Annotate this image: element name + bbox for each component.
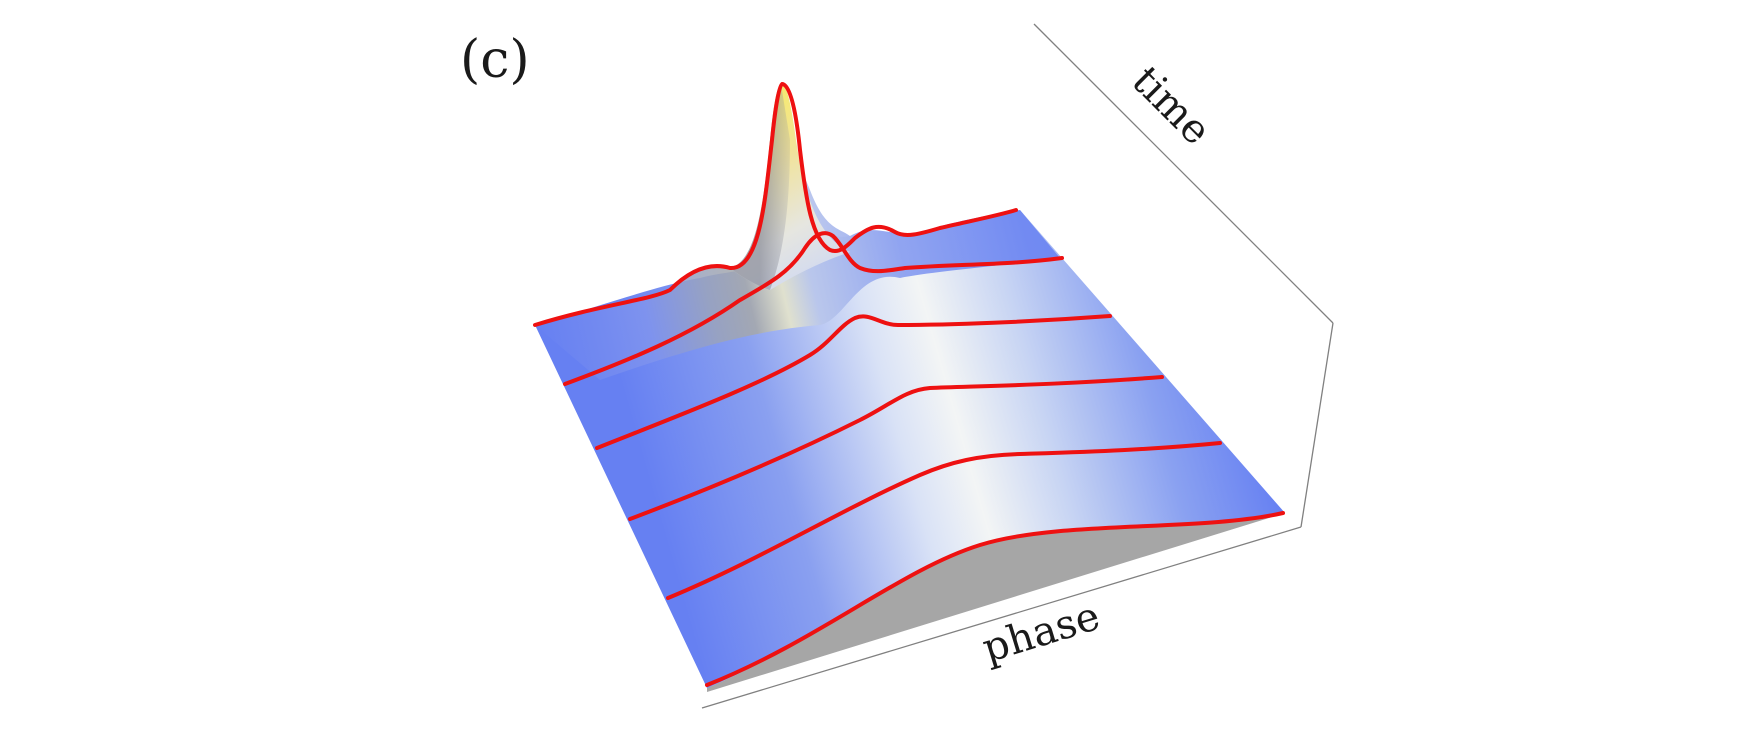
bounding-box — [701, 23, 1334, 709]
slice-curve-1 — [533, 82, 1018, 327]
slice-curve-4 — [628, 375, 1164, 521]
time-axis-label: time — [1123, 58, 1219, 154]
box-edge-top — [1033, 23, 1334, 324]
box-edge-right — [1300, 322, 1334, 528]
time-slices — [533, 82, 1285, 687]
panel-label: (c) — [460, 30, 530, 90]
slice-curve-3 — [595, 314, 1112, 450]
box-edge-bottom — [701, 526, 1302, 709]
slice-curve-5 — [666, 441, 1222, 600]
surface-shadow-face — [707, 513, 1285, 692]
slice-curve-6 — [705, 511, 1285, 687]
slice-curve-2 — [563, 231, 1064, 386]
peak-shade — [730, 84, 790, 290]
